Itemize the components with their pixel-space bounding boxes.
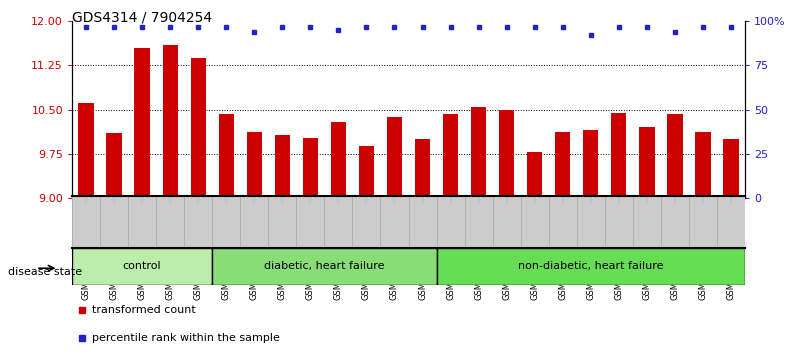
Text: non-diabetic, heart failure: non-diabetic, heart failure xyxy=(518,261,663,272)
Text: GDS4314 / 7904254: GDS4314 / 7904254 xyxy=(72,11,212,25)
Bar xyxy=(135,48,150,198)
Bar xyxy=(107,133,122,198)
Bar xyxy=(72,248,212,285)
Bar xyxy=(471,107,486,198)
Text: diabetic, heart failure: diabetic, heart failure xyxy=(264,261,384,272)
Bar xyxy=(212,248,437,285)
Bar xyxy=(667,114,682,198)
Bar xyxy=(331,121,346,198)
Bar xyxy=(387,117,402,198)
Text: disease state: disease state xyxy=(8,267,83,277)
Bar xyxy=(359,146,374,198)
Bar xyxy=(303,138,318,198)
Bar xyxy=(583,130,598,198)
Bar xyxy=(275,135,290,198)
Bar xyxy=(415,139,430,198)
Bar xyxy=(611,113,626,198)
Bar xyxy=(695,132,710,198)
Bar xyxy=(639,127,654,198)
Bar xyxy=(247,132,262,198)
Bar xyxy=(78,103,94,198)
Bar xyxy=(499,110,514,198)
Bar xyxy=(437,248,745,285)
Bar xyxy=(443,114,458,198)
Text: control: control xyxy=(123,261,162,272)
Bar xyxy=(191,58,206,198)
Bar xyxy=(163,45,178,198)
Bar xyxy=(723,139,739,198)
Text: percentile rank within the sample: percentile rank within the sample xyxy=(92,333,280,343)
Bar xyxy=(527,152,542,198)
Text: transformed count: transformed count xyxy=(92,305,196,315)
Bar xyxy=(555,132,570,198)
Bar xyxy=(219,114,234,198)
